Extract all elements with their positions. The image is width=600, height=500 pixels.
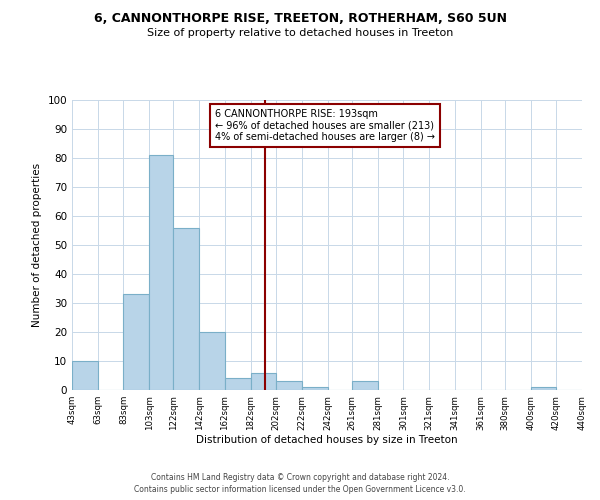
Bar [149,155,173,390]
Bar [302,387,328,390]
Bar [352,382,378,390]
Bar [199,332,225,390]
Bar [251,372,276,390]
Text: 6 CANNONTHORPE RISE: 193sqm
← 96% of detached houses are smaller (213)
4% of sem: 6 CANNONTHORPE RISE: 193sqm ← 96% of det… [215,108,435,142]
Bar [530,387,556,390]
Text: Size of property relative to detached houses in Treeton: Size of property relative to detached ho… [147,28,453,38]
Text: 6, CANNONTHORPE RISE, TREETON, ROTHERHAM, S60 5UN: 6, CANNONTHORPE RISE, TREETON, ROTHERHAM… [94,12,506,26]
Bar [124,294,149,390]
Bar [225,378,251,390]
Bar [276,382,302,390]
X-axis label: Distribution of detached houses by size in Treeton: Distribution of detached houses by size … [196,436,458,446]
Text: Contains HM Land Registry data © Crown copyright and database right 2024.: Contains HM Land Registry data © Crown c… [151,472,449,482]
Bar [173,228,199,390]
Bar [72,361,98,390]
Text: Contains public sector information licensed under the Open Government Licence v3: Contains public sector information licen… [134,485,466,494]
Y-axis label: Number of detached properties: Number of detached properties [32,163,42,327]
